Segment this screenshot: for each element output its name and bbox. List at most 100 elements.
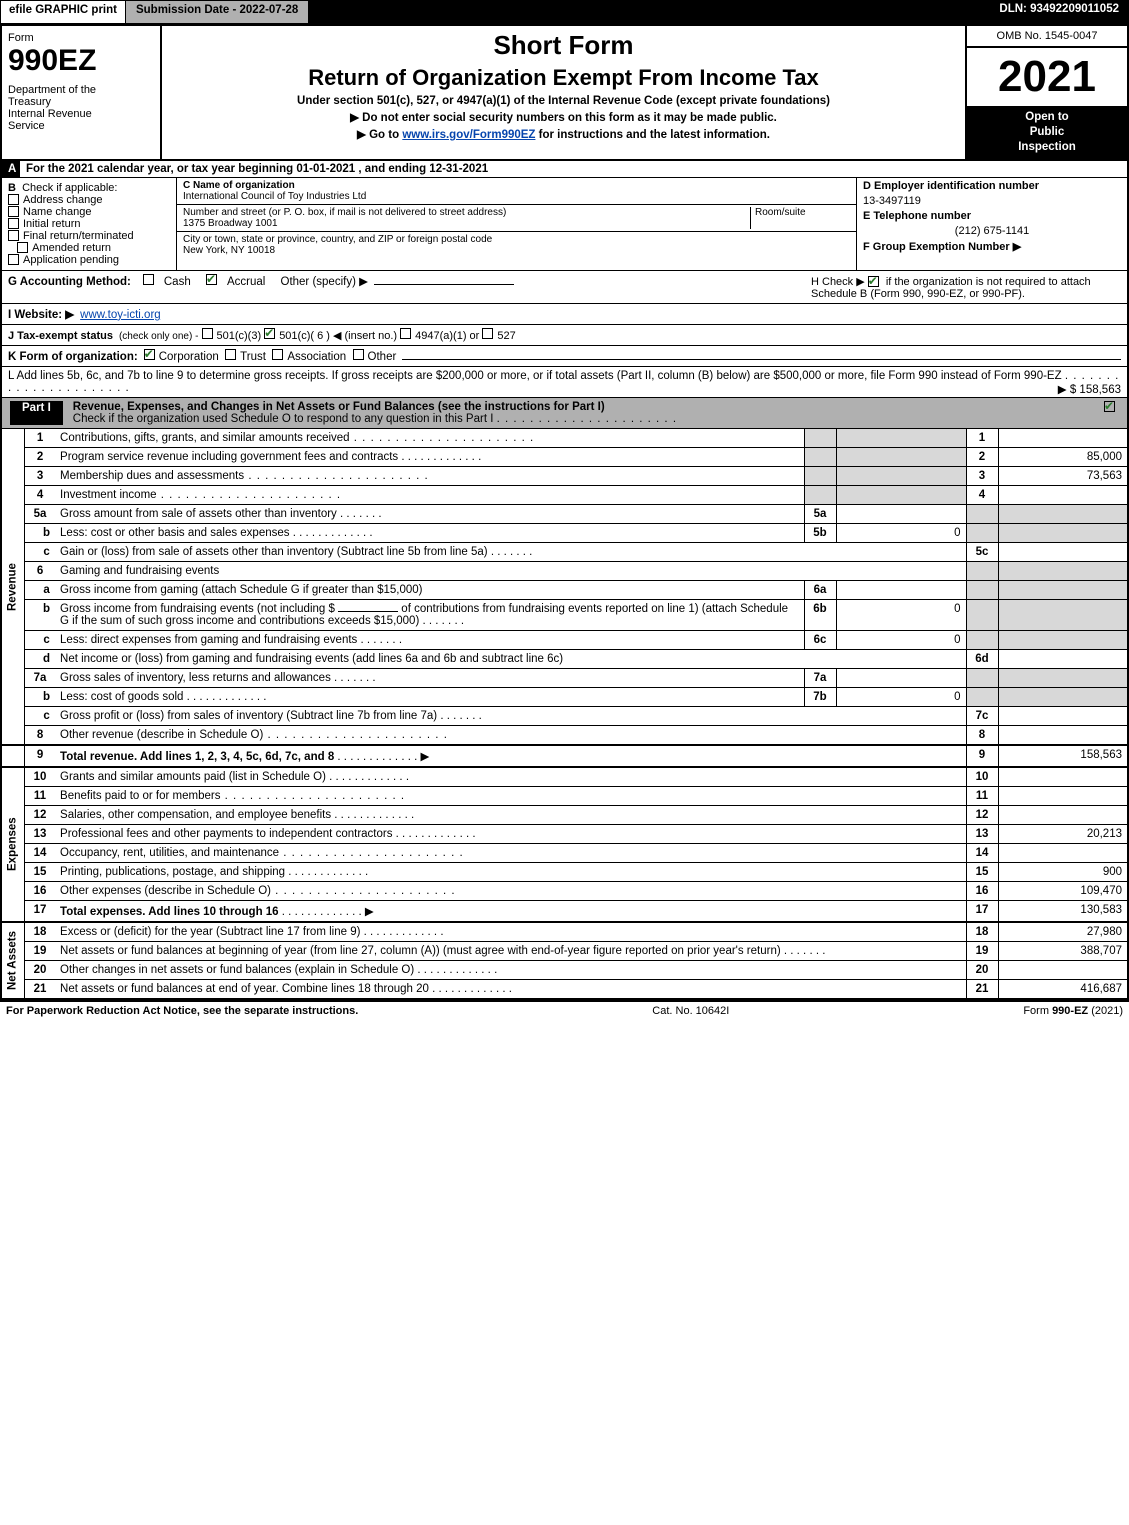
col-cd: C Name of organization International Cou… — [177, 178, 1127, 270]
line20-desc: Other changes in net assets or fund bala… — [60, 964, 414, 976]
assoc-checkbox[interactable] — [272, 349, 283, 360]
spacer — [309, 0, 989, 24]
line9-desc: Total revenue. Add lines 1, 2, 3, 4, 5c,… — [60, 751, 334, 763]
line6b-value: 0 — [836, 599, 966, 630]
omb-number: OMB No. 1545-0047 — [967, 26, 1127, 48]
line21-value: 416,687 — [998, 979, 1128, 999]
j-label: J Tax-exempt status — [8, 330, 113, 342]
ein-label: D Employer identification number — [863, 180, 1039, 192]
line5a-desc: Gross amount from sale of assets other t… — [60, 508, 337, 520]
line3-desc: Membership dues and assessments — [60, 470, 244, 482]
ein-value: 13-3497119 — [863, 195, 1121, 207]
goto-post: for instructions and the latest informat… — [535, 129, 770, 141]
initial-return-label: Initial return — [23, 218, 80, 230]
tel-value: (212) 675-1141 — [863, 225, 1121, 237]
form-label: Form — [8, 32, 154, 44]
section-a: A For the 2021 calendar year, or tax yea… — [0, 161, 1129, 178]
part1-dots — [497, 413, 677, 425]
schedule-o-checkbox[interactable] — [1104, 401, 1115, 412]
main-title: Return of Organization Exempt From Incom… — [166, 65, 961, 91]
assoc-label: Association — [287, 351, 346, 363]
col-b: B Check if applicable: Address change Na… — [2, 178, 177, 270]
section-a-label: A — [2, 161, 20, 177]
line7c-desc: Gross profit or (loss) from sales of inv… — [60, 710, 437, 722]
section-a-text: For the 2021 calendar year, or tax year … — [20, 161, 494, 177]
row-j: J Tax-exempt status (check only one) - 5… — [0, 325, 1129, 346]
open-to-public: Open toPublicInspection — [967, 106, 1127, 159]
line6d-desc: Net income or (loss) from gaming and fun… — [60, 653, 563, 665]
501c-checkbox[interactable] — [264, 328, 275, 339]
other-specify-line — [374, 284, 514, 285]
street-label: Number and street (or P. O. box, if mail… — [183, 207, 750, 218]
name-change-checkbox[interactable] — [8, 206, 19, 217]
part1-header: Part I Revenue, Expenses, and Changes in… — [0, 398, 1129, 429]
lines-table: Revenue 1Contributions, gifts, grants, a… — [0, 429, 1129, 1000]
line21-desc: Net assets or fund balances at end of ye… — [60, 983, 429, 995]
l-amount: ▶ $ 158,563 — [1058, 382, 1121, 396]
website-link[interactable]: www.toy-icti.org — [80, 309, 161, 321]
line19-value: 388,707 — [998, 941, 1128, 960]
efile-print-button[interactable]: efile GRAPHIC print — [0, 0, 126, 24]
short-form-title: Short Form — [166, 30, 961, 61]
footer: For Paperwork Reduction Act Notice, see … — [0, 1000, 1129, 1020]
k-label: K Form of organization: — [8, 351, 138, 363]
dln-label: DLN: 93492209011052 — [989, 0, 1129, 24]
line16-desc: Other expenses (describe in Schedule O) — [60, 885, 271, 897]
line3-value: 73,563 — [998, 466, 1128, 485]
footer-right: Form 990-EZ (2021) — [1023, 1005, 1123, 1017]
j-note: (check only one) - — [119, 331, 198, 342]
room-label: Room/suite — [755, 207, 850, 218]
net-assets-side-label: Net Assets — [1, 922, 25, 999]
corp-checkbox[interactable] — [144, 349, 155, 360]
schedule-b-checkbox[interactable] — [868, 276, 879, 287]
footer-left: For Paperwork Reduction Act Notice, see … — [6, 1005, 358, 1017]
goto-pre: Go to — [369, 129, 402, 141]
year-block: OMB No. 1545-0047 2021 Open toPublicInsp… — [967, 26, 1127, 159]
other-org-checkbox[interactable] — [353, 349, 364, 360]
app-pending-checkbox[interactable] — [8, 254, 19, 265]
goto-note: Go to www.irs.gov/Form990EZ for instruct… — [166, 127, 961, 141]
line18-value: 27,980 — [998, 922, 1128, 942]
row-gh: G Accounting Method: Cash Accrual Other … — [0, 271, 1129, 304]
amended-return-label: Amended return — [32, 242, 111, 254]
tel-label: E Telephone number — [863, 210, 971, 222]
addr-change-label: Address change — [23, 194, 103, 206]
line18-desc: Excess or (deficit) for the year (Subtra… — [60, 926, 360, 938]
initial-return-checkbox[interactable] — [8, 218, 19, 229]
city-label: City or town, state or province, country… — [183, 234, 850, 245]
addr-change-checkbox[interactable] — [8, 194, 19, 205]
trust-checkbox[interactable] — [225, 349, 236, 360]
other-specify: Other (specify) ▶ — [281, 274, 368, 288]
line6c-value: 0 — [836, 630, 966, 649]
line17-value: 130,583 — [998, 900, 1128, 922]
cash-checkbox[interactable] — [143, 274, 154, 285]
final-return-checkbox[interactable] — [8, 230, 19, 241]
527-label: 527 — [497, 330, 515, 342]
row-l: L Add lines 5b, 6c, and 7b to line 9 to … — [0, 367, 1129, 398]
amended-return-checkbox[interactable] — [17, 242, 28, 253]
line13-desc: Professional fees and other payments to … — [60, 828, 392, 840]
527-checkbox[interactable] — [482, 328, 493, 339]
city-value: New York, NY 10018 — [183, 245, 850, 256]
4947-checkbox[interactable] — [400, 328, 411, 339]
g-label: G Accounting Method: — [8, 276, 131, 288]
line1-desc: Contributions, gifts, grants, and simila… — [60, 432, 350, 444]
501c3-checkbox[interactable] — [202, 328, 213, 339]
part1-title: Revenue, Expenses, and Changes in Net As… — [73, 401, 605, 413]
line7a-desc: Gross sales of inventory, less returns a… — [60, 672, 331, 684]
final-return-label: Final return/terminated — [23, 230, 134, 242]
line4-desc: Investment income — [60, 489, 157, 501]
l-text: L Add lines 5b, 6c, and 7b to line 9 to … — [8, 370, 1062, 382]
dept-label: Department of theTreasuryInternal Revenu… — [8, 84, 154, 132]
form-header: Form 990EZ Department of theTreasuryInte… — [0, 24, 1129, 161]
line6c-desc: Less: direct expenses from gaming and fu… — [60, 634, 357, 646]
irs-link[interactable]: www.irs.gov/Form990EZ — [402, 129, 535, 141]
accrual-checkbox[interactable] — [206, 274, 217, 285]
name-change-label: Name change — [23, 206, 92, 218]
line7b-desc: Less: cost of goods sold — [60, 691, 183, 703]
i-label: I Website: ▶ — [8, 307, 74, 321]
row-i: I Website: ▶ www.toy-icti.org — [0, 304, 1129, 325]
line2-value: 85,000 — [998, 447, 1128, 466]
accrual-label: Accrual — [227, 276, 265, 288]
col-c: C Name of organization International Cou… — [177, 178, 857, 270]
